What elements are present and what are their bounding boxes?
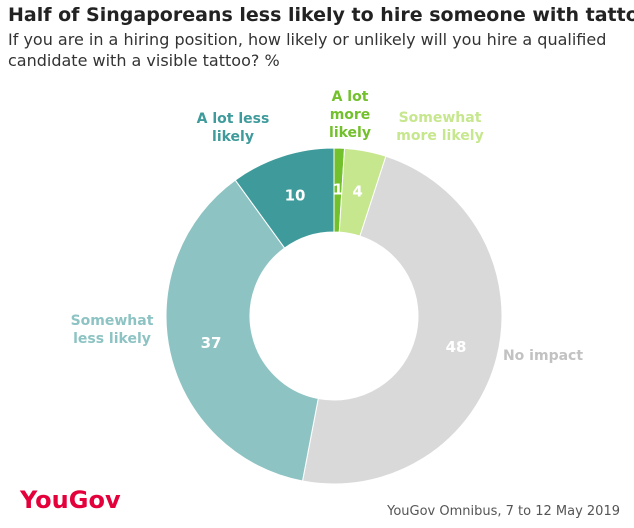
- category-label: A lot more likely: [329, 89, 371, 141]
- value-label: 48: [446, 338, 467, 356]
- donut-slice: [301, 155, 503, 485]
- category-label: Somewhat more likely: [396, 110, 484, 144]
- chart-title: Half of Singaporeans less likely to hire…: [8, 4, 634, 26]
- value-label: 1: [333, 181, 343, 199]
- category-label: A lot less likely: [196, 111, 270, 145]
- chart-subtitle: If you are in a hiring position, how lik…: [8, 30, 607, 70]
- source-note: YouGov Omnibus, 7 to 12 May 2019: [387, 504, 620, 519]
- category-label: No impact: [502, 348, 584, 364]
- value-label: 37: [201, 334, 222, 352]
- value-label: 10: [285, 187, 306, 205]
- donut-slice: [234, 147, 335, 249]
- value-label: 4: [352, 183, 362, 201]
- donut-slice: [165, 179, 319, 482]
- category-label: Somewhat less likely: [70, 313, 154, 347]
- logo: YouGov: [20, 486, 121, 514]
